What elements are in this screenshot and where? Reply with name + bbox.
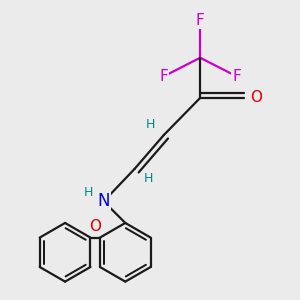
Text: F: F — [160, 69, 168, 84]
Text: O: O — [250, 90, 262, 105]
Text: O: O — [89, 219, 101, 234]
Text: H: H — [144, 172, 153, 185]
Text: N: N — [98, 192, 110, 210]
Text: F: F — [232, 69, 241, 84]
Text: H: H — [84, 186, 93, 199]
Text: F: F — [196, 13, 205, 28]
Text: H: H — [145, 118, 155, 131]
